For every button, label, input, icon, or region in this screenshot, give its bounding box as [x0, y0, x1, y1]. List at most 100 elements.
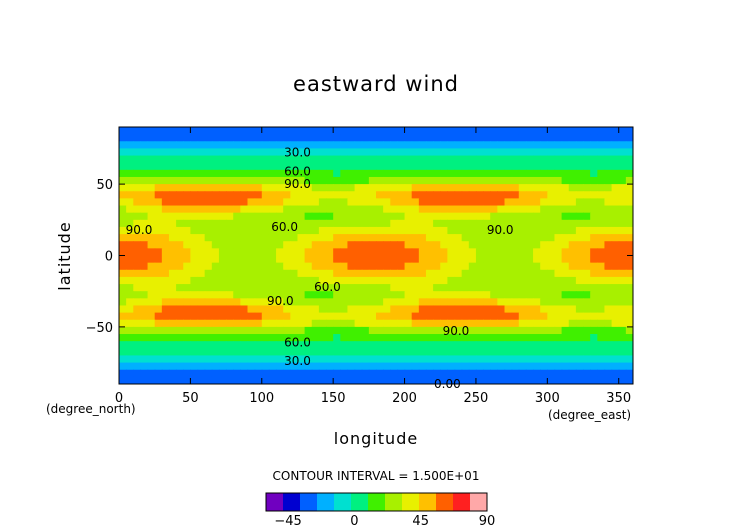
field-cell — [604, 376, 613, 384]
field-cell — [168, 369, 177, 378]
field-cell — [190, 155, 199, 164]
field-cell — [268, 169, 277, 178]
field-cell — [354, 205, 363, 214]
field-cell — [240, 226, 249, 235]
field-cell — [518, 276, 527, 285]
field-cell — [376, 312, 384, 321]
field-cell — [525, 312, 534, 321]
field-cell — [504, 198, 513, 207]
field-cell — [411, 369, 420, 378]
field-cell — [176, 226, 184, 235]
field-cell — [154, 205, 163, 214]
field-cell — [575, 284, 584, 292]
field-cell — [304, 134, 313, 142]
field-cell — [340, 219, 349, 228]
field-cell — [611, 298, 620, 307]
field-cell — [504, 205, 513, 214]
field-cell — [333, 298, 341, 307]
field-cell — [525, 219, 534, 228]
field-cell — [226, 226, 234, 235]
field-cell — [297, 276, 306, 285]
field-cell — [461, 191, 470, 199]
field-cell — [625, 226, 633, 235]
field-cell — [533, 241, 541, 249]
field-cell — [276, 326, 284, 335]
field-cell — [625, 176, 633, 185]
field-cell — [183, 212, 191, 221]
field-cell — [283, 312, 291, 321]
field-cell — [304, 241, 313, 249]
field-cell — [475, 148, 484, 157]
field-cell — [425, 176, 434, 185]
field-cell — [276, 184, 284, 192]
field-cell — [597, 305, 606, 314]
field-cell — [254, 241, 263, 249]
field-cell — [568, 291, 577, 299]
field-cell — [625, 148, 633, 157]
colorbar — [265, 492, 488, 512]
field-cell — [425, 226, 434, 235]
field-cell — [561, 362, 570, 371]
field-cell — [254, 362, 263, 371]
field-cell — [119, 348, 127, 357]
field-cell — [290, 248, 299, 257]
field-cell — [183, 248, 191, 257]
field-cell — [361, 198, 370, 207]
field-cell — [547, 141, 556, 150]
field-cell — [240, 219, 249, 228]
field-cell — [590, 212, 598, 221]
field-cell — [411, 348, 420, 357]
field-cell — [240, 262, 249, 271]
field-cell — [597, 355, 606, 364]
field-cell — [261, 305, 270, 314]
field-cell — [326, 248, 334, 257]
x-tick-label: 50 — [182, 391, 199, 406]
field-cell — [368, 369, 377, 378]
field-cell — [618, 226, 627, 235]
field-cell — [326, 134, 334, 142]
field-cell — [504, 255, 513, 264]
field-cell — [525, 284, 534, 292]
field-cell — [126, 362, 134, 371]
field-cell — [511, 162, 520, 171]
field-cell — [190, 369, 199, 378]
field-cell — [140, 276, 149, 285]
field-cell — [354, 219, 363, 228]
field-cell — [126, 369, 134, 378]
field-cell — [518, 141, 527, 150]
field-cell — [211, 312, 220, 321]
field-cell — [583, 198, 591, 207]
field-cell — [326, 198, 334, 207]
field-cell — [126, 148, 134, 157]
field-cell — [140, 148, 149, 157]
field-cell — [268, 326, 277, 335]
field-cell — [418, 198, 427, 207]
field-cell — [190, 305, 199, 314]
field-cell — [511, 184, 520, 192]
field-cell — [461, 362, 470, 371]
field-cell — [433, 355, 441, 364]
field-cell — [404, 205, 413, 214]
field-cell — [283, 155, 291, 164]
field-cell — [119, 326, 127, 335]
field-cell — [268, 269, 277, 278]
field-cell — [475, 141, 484, 150]
field-cell — [183, 369, 191, 378]
field-cell — [390, 312, 399, 321]
field-cell — [204, 319, 213, 328]
field-cell — [533, 248, 541, 257]
field-cell — [304, 255, 313, 264]
field-cell — [583, 369, 591, 378]
field-cell — [554, 362, 563, 371]
field-cell — [404, 341, 413, 349]
colorbar-swatch — [402, 493, 420, 511]
field-cell — [611, 284, 620, 292]
field-cell — [183, 355, 191, 364]
field-cell — [347, 362, 356, 371]
field-cell — [425, 212, 434, 221]
field-cell — [611, 155, 620, 164]
field-cell — [304, 312, 313, 321]
field-cell — [540, 184, 548, 192]
field-cell — [625, 141, 633, 150]
field-cell — [147, 255, 156, 264]
